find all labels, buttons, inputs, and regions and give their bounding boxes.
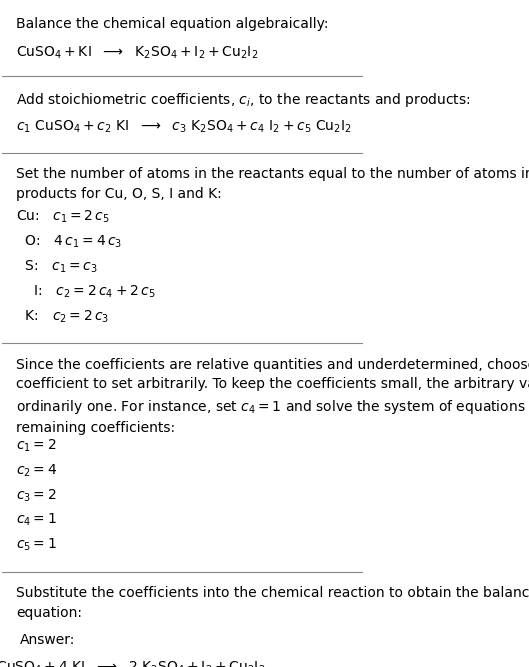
Text: Since the coefficients are relative quantities and underdetermined, choose a
coe: Since the coefficients are relative quan… xyxy=(16,358,529,436)
Text: Cu: $\ \ c_1 = 2\,c_5$: Cu: $\ \ c_1 = 2\,c_5$ xyxy=(16,209,110,225)
Text: S: $\ \ c_1 = c_3$: S: $\ \ c_1 = c_3$ xyxy=(16,259,98,275)
Text: $c_1 = 2$: $c_1 = 2$ xyxy=(16,438,57,454)
Text: $c_2 = 4$: $c_2 = 4$ xyxy=(16,462,58,479)
Text: Substitute the coefficients into the chemical reaction to obtain the balanced
eq: Substitute the coefficients into the che… xyxy=(16,586,529,620)
Text: Balance the chemical equation algebraically:: Balance the chemical equation algebraica… xyxy=(16,17,329,31)
Text: $c_3 = 2$: $c_3 = 2$ xyxy=(16,487,57,504)
Text: $c_1\ \mathrm{CuSO_4} + c_2\ \mathrm{KI} \ \ \longrightarrow \ \ c_3\ \mathrm{K_: $c_1\ \mathrm{CuSO_4} + c_2\ \mathrm{KI}… xyxy=(16,118,352,135)
Text: Answer:: Answer: xyxy=(20,632,75,646)
Text: $\mathrm{CuSO_4 + KI \ \ \longrightarrow \ \ K_2SO_4 + I_2 + Cu_2I_2}$: $\mathrm{CuSO_4 + KI \ \ \longrightarrow… xyxy=(16,45,259,61)
Text: O: $\ \ 4\,c_1 = 4\,c_3$: O: $\ \ 4\,c_1 = 4\,c_3$ xyxy=(16,233,122,250)
Text: $c_4 = 1$: $c_4 = 1$ xyxy=(16,512,57,528)
Text: K: $\ \ c_2 = 2\,c_3$: K: $\ \ c_2 = 2\,c_3$ xyxy=(16,308,110,325)
Text: Add stoichiometric coefficients, $c_i$, to the reactants and products:: Add stoichiometric coefficients, $c_i$, … xyxy=(16,91,471,109)
FancyBboxPatch shape xyxy=(9,619,243,667)
Text: Set the number of atoms in the reactants equal to the number of atoms in the
pro: Set the number of atoms in the reactants… xyxy=(16,167,529,201)
Text: $c_5 = 1$: $c_5 = 1$ xyxy=(16,537,57,553)
Text: $\mathrm{2\ CuSO_4 + 4\ KI \ \ \longrightarrow \ \ 2\ K_2SO_4 + I_2 + Cu_2I_2}$: $\mathrm{2\ CuSO_4 + 4\ KI \ \ \longrigh… xyxy=(0,660,266,667)
Text: I: $\ \ c_2 = 2\,c_4 + 2\,c_5$: I: $\ \ c_2 = 2\,c_4 + 2\,c_5$ xyxy=(16,283,156,299)
